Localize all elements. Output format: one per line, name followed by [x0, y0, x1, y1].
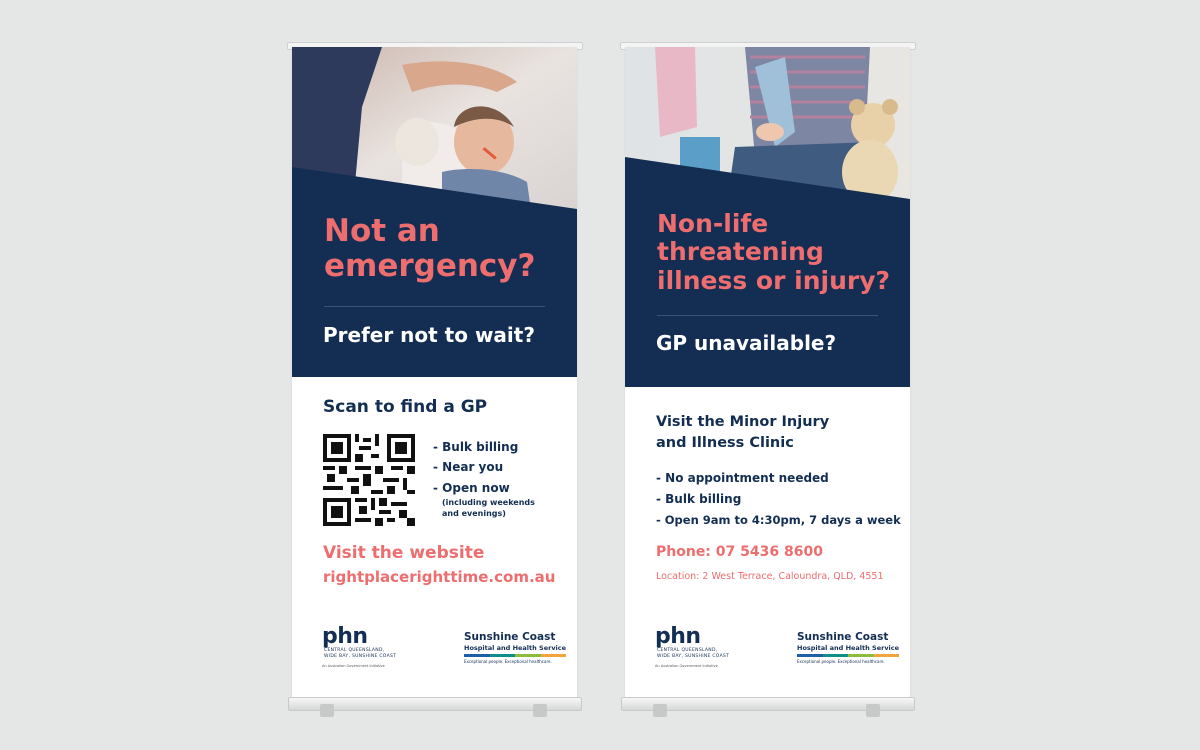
right-banner: Non-life threatening illness or injury? …	[625, 47, 910, 697]
left-headline: Not an emergency?	[324, 213, 536, 285]
left-bullet-3: - Open now	[433, 481, 510, 495]
visit-website-label: Visit the website	[323, 543, 485, 563]
left-stand-foot-left	[320, 704, 334, 717]
right-headline: Non-life threatening illness or injury?	[657, 209, 907, 295]
phn-logo: phn CENTRAL QUEENSLAND, WIDE BAY, SUNSHI…	[655, 624, 730, 668]
left-divider	[324, 306, 545, 307]
sunshine-coast-logo: Sunshine Coast Hospital and Health Servi…	[797, 631, 900, 665]
right-headline-line-1: Non-life	[657, 209, 769, 238]
left-banner: Not an emergency? Prefer not to wait? Sc…	[292, 47, 577, 697]
right-banner-navy-panel	[625, 157, 910, 387]
website-link[interactable]: rightplacerighttime.com.au	[323, 568, 556, 586]
right-bullet-3: - Open 9am to 4:30pm, 7 days a week	[656, 513, 901, 527]
right-divider	[657, 315, 878, 316]
clinic-title-line-2: and Illness Clinic	[656, 435, 794, 452]
right-bullet-1: - No appointment needed	[656, 471, 829, 485]
left-subhead: Prefer not to wait?	[323, 323, 535, 347]
left-stand-base	[288, 697, 582, 711]
left-stand-foot-right	[533, 704, 547, 717]
right-headline-line-2: threatening	[657, 237, 824, 267]
left-bullet-2: - Near you	[433, 460, 504, 474]
clinic-title-line-1: Visit the Minor Injury	[656, 414, 830, 430]
qr-code[interactable]	[323, 434, 415, 526]
left-banner-navy-panel	[292, 167, 577, 377]
left-bullet-1: - Bulk billing	[433, 440, 519, 454]
sunshine-coast-logo: Sunshine Coast Hospital and Health Servi…	[464, 631, 567, 665]
right-headline-line-3: illness or injury?	[657, 265, 890, 295]
right-bullet-2: - Bulk billing	[656, 492, 742, 506]
right-subhead: GP unavailable?	[656, 331, 837, 355]
right-stand-base	[621, 697, 915, 711]
clinic-title: Visit the Minor Injury and Illness Clini…	[656, 412, 829, 454]
clinic-location: Location: 2 West Terrace, Caloundra, QLD…	[656, 571, 884, 582]
left-bullet-note-1: (including weekends	[442, 498, 535, 507]
phn-logo: phn CENTRAL QUEENSLAND, WIDE BAY, SUNSHI…	[322, 624, 397, 668]
right-stand-foot-left	[653, 704, 667, 717]
phone-number[interactable]: Phone: 07 5436 8600	[656, 544, 823, 560]
scan-title: Scan to find a GP	[323, 397, 488, 417]
right-stand-foot-right	[866, 704, 880, 717]
left-bullet-note-2: and evenings)	[442, 509, 506, 518]
